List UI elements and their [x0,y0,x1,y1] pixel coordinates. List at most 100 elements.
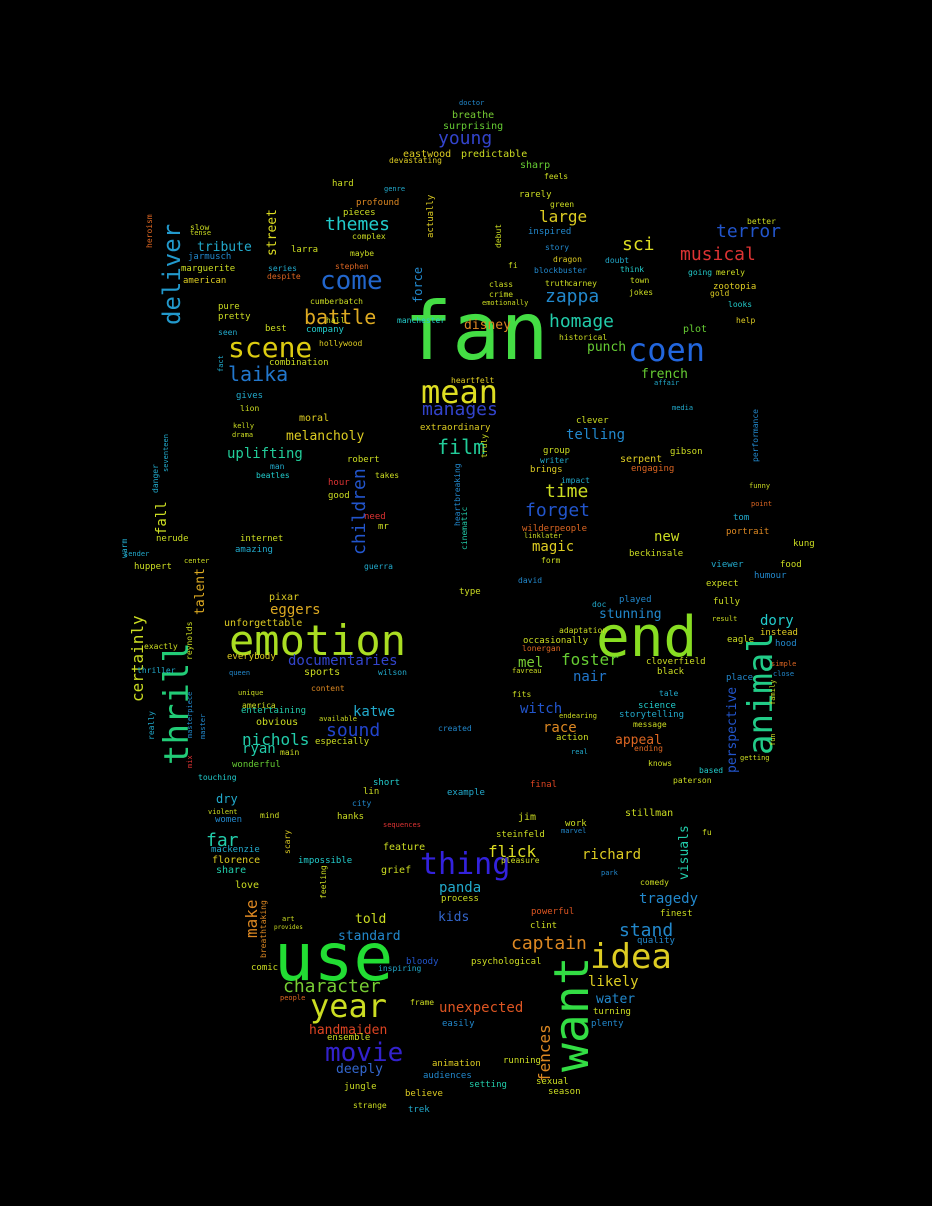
word-town: town [630,276,650,285]
word-melancholy: melancholy [286,429,365,444]
word-created: created [438,724,472,733]
word-finest: finest [660,909,693,919]
word-internet: internet [240,534,284,544]
word-new: new [654,529,680,545]
word-zappa: zappa [545,286,600,307]
word-fu: fu [702,828,712,837]
word-breathe: breathe [452,110,495,121]
word-master: master [199,713,207,739]
word-short: short [373,778,401,788]
word-wilderpeople: wilderpeople [522,524,588,534]
word-pure: pure [218,302,240,312]
word-affair: affair [654,379,680,387]
word-group: group [543,446,571,456]
word-fi: fi [508,261,518,270]
word-actually: actually [426,194,436,238]
word-funny: funny [749,482,771,490]
word-comedy: comedy [640,878,669,887]
word-beatles: beatles [256,471,290,480]
word-manchester: manchester [397,316,446,325]
word-captain: captain [511,933,587,954]
word-french: french [641,367,688,382]
word-sci: sci [622,234,655,255]
word-dory: dory [760,613,794,629]
word-played: played [619,595,652,605]
word-park: park [601,869,618,877]
word-nichols: nichols [242,730,310,749]
word-exactly: exactly [144,642,178,651]
word-storytelling: storytelling [619,710,685,720]
word-mean: mean [421,373,499,411]
word-merely: merely [716,268,745,277]
word-eggers: eggers [270,602,321,618]
word-movie: movie [325,1038,404,1068]
word-larra: larra [291,245,319,255]
word-water: water [596,992,636,1007]
word-impact: impact [561,476,590,485]
word-message: message [633,720,667,729]
word-terror: terror [716,221,782,242]
word-richard: richard [582,847,642,863]
word-tom: tom [733,513,750,523]
word-available: available [319,715,357,723]
word-help: help [736,316,756,325]
word-certainly: certainly [128,615,147,702]
word-knows: knows [648,759,673,768]
word-pleasure: pleasure [501,856,540,865]
word-everybody: everybody [227,652,276,662]
word-gibson: gibson [670,447,703,457]
word-sexual: sexual [536,1077,569,1087]
word-doctor: doctor [459,99,485,107]
word-jungle: jungle [344,1082,377,1092]
word-beckinsale: beckinsale [629,549,684,559]
word-kelly: kelly [233,422,255,430]
word-pixar: pixar [269,592,300,603]
word-time: time [545,481,589,502]
word-drama: drama [232,431,254,439]
word-gold: gold [710,289,730,298]
word-story: story [545,243,570,252]
word-character: character [283,976,381,997]
word-process: process [441,894,479,904]
word-violent: violent [208,808,238,816]
word-warm: warm [120,538,129,558]
word-instead: instead [760,628,798,638]
word-gives: gives [236,391,264,401]
word-blockbuster: blockbuster [534,266,587,275]
word-getting: getting [740,754,770,762]
word-force: force [411,266,425,303]
word-david: david [518,576,543,585]
word-amazing: amazing [235,545,273,555]
word-jim: jim [518,812,537,823]
word-fully: fully [713,597,741,607]
word-dry: dry [216,792,238,806]
word-steinfeld: steinfeld [496,830,545,840]
word-sharp: sharp [520,160,551,171]
word-impossible: impossible [298,856,353,866]
word-fun: fun [769,733,777,746]
word-fences: fences [535,1024,554,1082]
word-wonderful: wonderful [232,760,281,770]
word-genre: genre [384,185,406,193]
word-use: use [274,919,394,996]
word-young: young [438,128,493,149]
word-lin: lin [363,787,380,797]
word-magic: magic [532,539,575,555]
word-disney: disney [464,318,511,333]
word-street: street [265,209,280,256]
word-setting: setting [469,1080,507,1090]
word-kung: kung [793,539,815,549]
word-dragon: dragon [553,255,582,264]
word-foster: foster [561,650,619,669]
word-scary: scary [283,829,292,854]
word-grief: grief [381,865,412,876]
word-ryan: ryan [242,741,276,757]
word-stillman: stillman [625,808,674,819]
word-cloverfield: cloverfield [646,657,706,667]
word-nerude: nerude [156,534,189,544]
word-marvel: marvel [561,827,587,835]
word-far: far [206,830,239,851]
word-queen: queen [229,669,251,677]
word-especially: especially [315,737,370,747]
